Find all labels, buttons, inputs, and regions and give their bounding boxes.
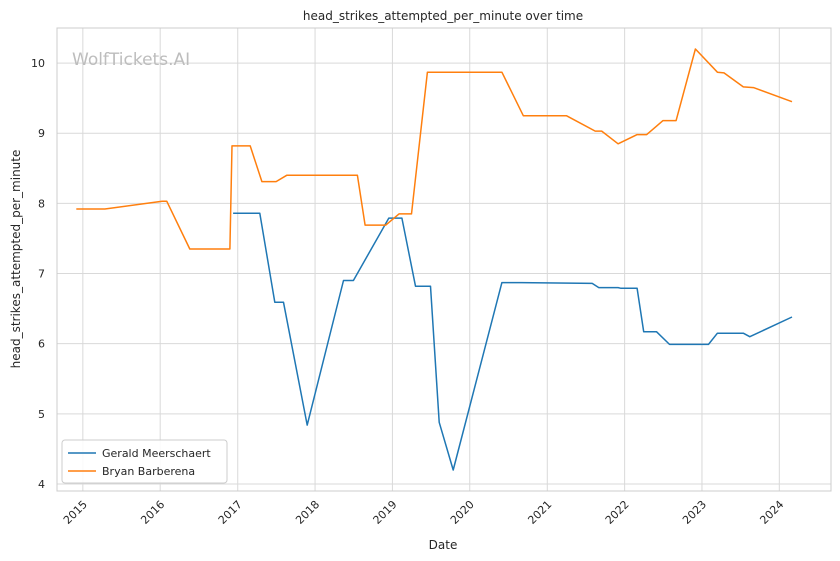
series-line-1 bbox=[76, 48, 793, 250]
legend: Gerald Meerschaert Bryan Barberena bbox=[61, 439, 228, 484]
y-tick-label: 7 bbox=[38, 268, 45, 281]
legend-label-bryan: Bryan Barberena bbox=[102, 465, 195, 478]
x-tick-label: 2022 bbox=[603, 498, 632, 527]
x-tick-label: 2017 bbox=[216, 498, 245, 527]
y-tick-label: 5 bbox=[38, 408, 45, 421]
x-tick-label: 2016 bbox=[138, 498, 167, 527]
x-tick-label: 2024 bbox=[757, 498, 786, 527]
x-tick-label: 2021 bbox=[525, 498, 554, 527]
x-tick-label: 2018 bbox=[293, 498, 322, 527]
y-axis-label: head_strikes_attempted_per_minute bbox=[9, 150, 23, 369]
x-tick-label: 2023 bbox=[680, 498, 709, 527]
series-layer bbox=[76, 48, 793, 471]
x-axis-ticks: 2015 2016 2017 2018 2019 2020 2021 2022 2023 2024 bbox=[61, 498, 786, 527]
chart-title: head_strikes_attempted_per_minute over t… bbox=[303, 9, 583, 23]
series-line-0 bbox=[233, 212, 793, 471]
x-tick-label: 2020 bbox=[448, 498, 477, 527]
x-tick-label: 2015 bbox=[61, 498, 90, 527]
plot-frame bbox=[56, 27, 832, 492]
grid bbox=[57, 28, 831, 491]
watermark: WolfTickets.AI bbox=[72, 50, 190, 70]
legend-box bbox=[61, 439, 228, 484]
x-tick-label: 2019 bbox=[371, 498, 400, 527]
y-tick-label: 6 bbox=[38, 338, 45, 351]
y-tick-label: 10 bbox=[31, 57, 45, 70]
y-axis-ticks: 4 5 6 7 8 9 10 bbox=[31, 57, 45, 491]
y-tick-label: 4 bbox=[38, 478, 45, 491]
y-tick-label: 9 bbox=[38, 127, 45, 140]
y-tick-label: 8 bbox=[38, 197, 45, 210]
legend-label-gerald: Gerald Meerschaert bbox=[102, 447, 211, 460]
x-axis-label: Date bbox=[429, 538, 458, 552]
